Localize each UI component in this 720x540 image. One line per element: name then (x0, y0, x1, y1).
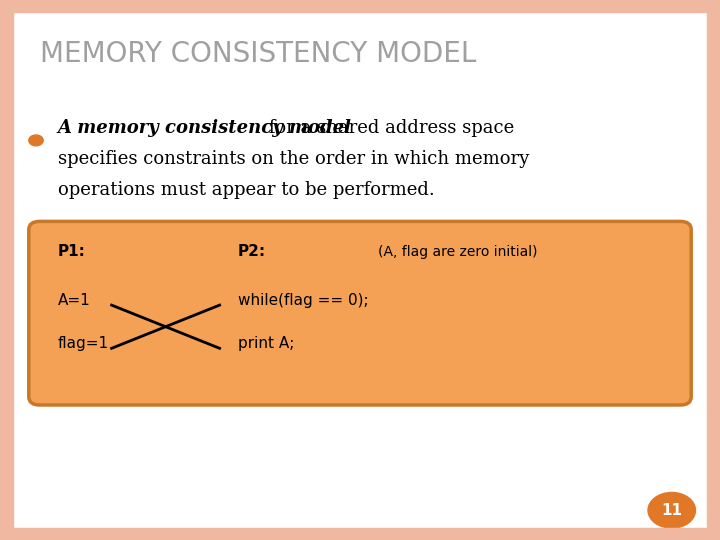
Text: specifies constraints on the order in which memory: specifies constraints on the order in wh… (58, 150, 529, 168)
Text: print A;: print A; (238, 336, 294, 351)
Text: P1:: P1: (58, 244, 86, 259)
Text: for a shared address space: for a shared address space (263, 119, 514, 137)
Text: while(flag == 0);: while(flag == 0); (238, 293, 368, 308)
FancyBboxPatch shape (29, 221, 691, 405)
Text: operations must appear to be performed.: operations must appear to be performed. (58, 181, 434, 199)
Text: flag=1: flag=1 (58, 336, 109, 351)
Text: P2:: P2: (238, 244, 266, 259)
Text: A=1: A=1 (58, 293, 90, 308)
Circle shape (648, 492, 696, 528)
Text: A memory consistency model: A memory consistency model (58, 119, 351, 137)
Text: 11: 11 (661, 503, 683, 518)
Circle shape (29, 135, 43, 146)
Text: (A, flag are zero initial): (A, flag are zero initial) (378, 245, 538, 259)
Text: MEMORY CONSISTENCY MODEL: MEMORY CONSISTENCY MODEL (40, 39, 476, 68)
